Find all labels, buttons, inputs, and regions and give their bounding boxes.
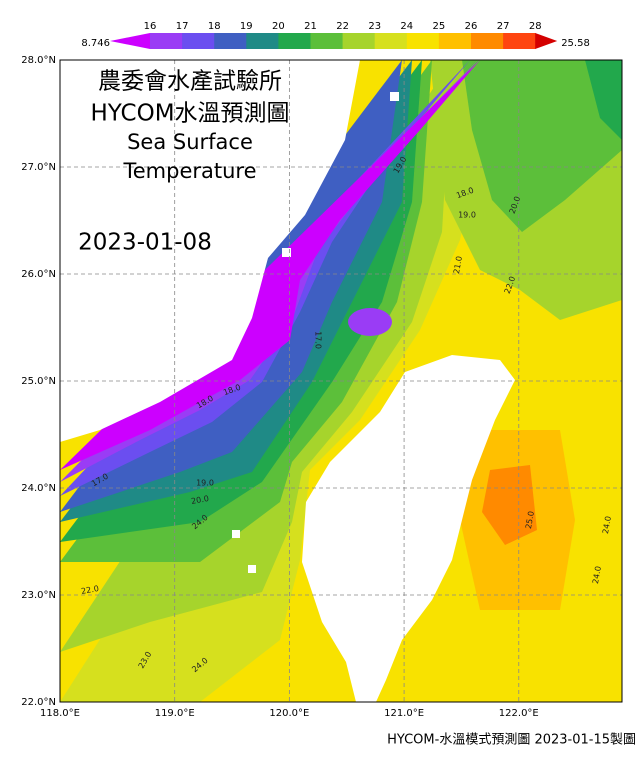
island xyxy=(248,565,256,573)
y-tick-label: 22.0°N xyxy=(21,697,56,708)
colorbar-segment xyxy=(471,33,504,49)
colorbar-tick-label: 21 xyxy=(304,21,317,32)
contour-label: 19.0 xyxy=(196,479,214,488)
temperature-band xyxy=(585,60,622,140)
colorbar-tick-label: 22 xyxy=(336,21,349,32)
y-tick-label: 28.0°N xyxy=(21,55,56,66)
colorbar-tick-label: 28 xyxy=(529,21,542,32)
colorbar: 16 17 18 19 20 21 22 23 24 25 26 27 28 8.746 25.58 xyxy=(81,21,590,49)
title-block: 農委會水產試驗所 HYCOM水溫預測圖 Sea Surface Temperat… xyxy=(78,69,289,256)
colorbar-segment xyxy=(246,33,279,49)
colorbar-segment xyxy=(438,33,472,49)
title-line: 農委會水產試驗所 xyxy=(98,69,282,95)
colorbar-tick-label: 18 xyxy=(208,21,221,32)
temperature-band xyxy=(348,308,392,336)
taiwan xyxy=(302,355,515,702)
colorbar-segment xyxy=(214,33,247,49)
colorbar-tick-label: 19 xyxy=(240,21,253,32)
y-tick-label: 23.0°N xyxy=(21,590,56,601)
title-line: HYCOM水溫預測圖 xyxy=(90,101,289,127)
x-tick-label: 120.0°E xyxy=(269,708,309,719)
colorbar-tick-label: 24 xyxy=(400,21,413,32)
island xyxy=(232,530,240,538)
contour-label: 24.0 xyxy=(591,565,603,584)
colorbar-segment xyxy=(374,33,408,49)
colorbar-segment xyxy=(342,33,376,49)
contour-label: 17.0 xyxy=(314,331,323,349)
colorbar-segment xyxy=(150,33,183,49)
plot-frame xyxy=(59,59,623,703)
footer: HYCOM-水溫模式預測圖 2023-01-15製圖 xyxy=(387,733,636,748)
colorbar-tick-label: 17 xyxy=(176,21,189,32)
x-tick-label: 119.0°E xyxy=(155,708,195,719)
y-tick-label: 25.0°N xyxy=(21,376,56,387)
colorbar-segment xyxy=(406,33,440,49)
y-tick-label: 26.0°N xyxy=(21,269,56,280)
colorbar-tick-label: 25 xyxy=(433,21,446,32)
date: 2023-01-08 xyxy=(78,230,212,256)
island xyxy=(390,92,399,101)
colorbar-tick-label: 26 xyxy=(465,21,478,32)
x-tick-label: 118.0°E xyxy=(40,708,80,719)
contour-label: 24.0 xyxy=(601,515,613,534)
contour-label: 19.0 xyxy=(458,211,476,220)
title-line: Temperature xyxy=(122,159,256,183)
china-coast xyxy=(60,60,360,442)
colorbar-max-label: 25.58 xyxy=(561,38,590,49)
contour-label: 22.0 xyxy=(80,584,99,596)
colorbar-segment xyxy=(278,33,311,49)
temperature-band xyxy=(482,465,537,545)
colorbar-tick-label: 16 xyxy=(144,21,157,32)
title-line: Sea Surface xyxy=(127,130,253,154)
contour-label: 21.0 xyxy=(452,255,464,274)
contour-label: 25.0 xyxy=(524,510,536,529)
y-tick-label: 24.0°N xyxy=(21,483,56,494)
colorbar-tick-label: 27 xyxy=(497,21,510,32)
temperature-band xyxy=(462,60,622,232)
colorbar-high xyxy=(535,33,558,49)
colorbar-segment xyxy=(503,33,536,49)
colorbar-tick-label: 20 xyxy=(272,21,285,32)
colorbar-tick-label: 23 xyxy=(368,21,381,32)
colorbar-segment xyxy=(310,33,344,49)
y-tick-label: 27.0°N xyxy=(21,162,56,173)
contour-label: 20.0 xyxy=(190,494,209,506)
x-tick-label: 122.0°E xyxy=(499,708,539,719)
x-tick-label: 121.0°E xyxy=(384,708,424,719)
island xyxy=(282,248,291,257)
colorbar-low xyxy=(110,33,150,49)
colorbar-segment xyxy=(182,33,215,49)
colorbar-min-label: 8.746 xyxy=(81,38,110,49)
land xyxy=(60,60,515,702)
